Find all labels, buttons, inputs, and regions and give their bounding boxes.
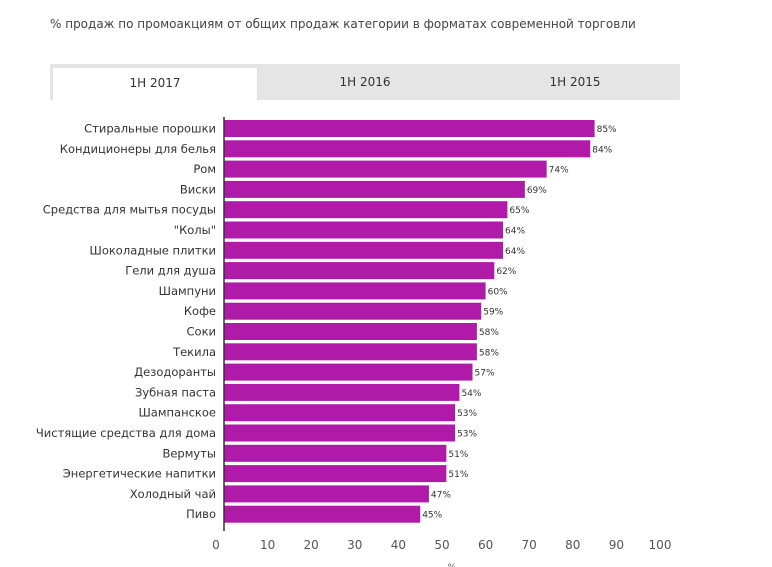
bar-5 <box>224 221 504 239</box>
bar-14 <box>224 404 456 422</box>
value-label: 84% <box>592 145 612 155</box>
x-tick-label: 40 <box>391 538 406 552</box>
category-label: Соки <box>187 325 217 339</box>
x-tick-label: 80 <box>565 538 580 552</box>
category-label: Кофе <box>184 304 216 318</box>
value-label: 59% <box>483 308 503 318</box>
category-label: Вермуты <box>162 446 216 460</box>
value-label: 64% <box>505 247 525 257</box>
category-label: Ром <box>193 162 216 176</box>
category-label: "Колы" <box>174 223 216 237</box>
value-label: 58% <box>479 348 499 358</box>
bar-17 <box>224 465 447 483</box>
category-label: Холодный чай <box>130 487 216 501</box>
value-label: 53% <box>457 409 477 419</box>
bar-11 <box>224 343 477 361</box>
bar-16 <box>224 444 447 462</box>
category-label: Шампуни <box>159 284 216 298</box>
value-label: 62% <box>496 267 516 277</box>
value-label: 47% <box>431 490 451 500</box>
value-label: 57% <box>475 369 495 379</box>
bar-9 <box>224 302 482 320</box>
category-label: Гели для душа <box>125 264 216 278</box>
value-label: 85% <box>597 125 617 135</box>
value-label: 74% <box>549 166 569 176</box>
value-label: 58% <box>479 328 499 338</box>
x-tick-label: 10 <box>260 538 275 552</box>
category-label: Дезодоранты <box>134 365 216 379</box>
x-axis-label: % <box>448 563 457 567</box>
bar-4 <box>224 201 508 219</box>
bar-18 <box>224 485 429 503</box>
value-label: 69% <box>527 186 547 196</box>
bar-12 <box>224 363 473 381</box>
bar-19 <box>224 505 421 523</box>
category-label: Пиво <box>186 507 216 521</box>
value-label: 65% <box>509 206 529 216</box>
x-tick-label: 20 <box>304 538 319 552</box>
bar-2 <box>224 160 547 178</box>
category-label: Виски <box>180 182 216 196</box>
x-tick-label: 30 <box>347 538 362 552</box>
x-tick-label: 0 <box>212 538 220 552</box>
x-tick-label: 90 <box>609 538 624 552</box>
value-label: 45% <box>422 511 442 521</box>
value-label: 54% <box>461 389 481 399</box>
bar-8 <box>224 282 486 300</box>
bar-3 <box>224 180 525 198</box>
category-label: Кондиционеры для белья <box>60 142 216 156</box>
category-label: Текила <box>172 345 216 359</box>
category-label: Чистящие средства для дома <box>36 426 216 440</box>
category-label: Зубная паста <box>135 385 216 399</box>
category-label: Энергетические напитки <box>63 467 216 481</box>
bar-1 <box>224 140 591 158</box>
value-label: 60% <box>488 287 508 297</box>
x-tick-label: 60 <box>478 538 493 552</box>
category-label: Шампанское <box>139 406 217 420</box>
period-tabs: 1H 2017 1H 2016 1H 2015 <box>50 64 680 101</box>
category-label: Стиральные порошки <box>84 122 216 136</box>
x-tick-label: 50 <box>434 538 449 552</box>
value-label: 51% <box>448 470 468 480</box>
bar-10 <box>224 323 477 340</box>
chart-title: % продаж по промоакциям от общих продаж … <box>50 17 636 31</box>
category-label: Средства для мытья посуды <box>43 203 216 217</box>
bar-15 <box>224 424 456 442</box>
tab-1h-2017[interactable]: 1H 2017 <box>52 67 258 101</box>
value-label: 64% <box>505 227 525 237</box>
bar-0 <box>224 120 595 137</box>
category-label: Шоколадные плитки <box>90 243 216 257</box>
x-tick-label: 70 <box>522 538 537 552</box>
bar-7 <box>224 262 495 280</box>
x-tick-label: 100 <box>649 538 672 552</box>
bar-6 <box>224 241 504 259</box>
bar-13 <box>224 383 460 401</box>
tab-1h-2016[interactable]: 1H 2016 <box>339 75 391 89</box>
value-label: 51% <box>448 450 468 460</box>
tab-1h-2015[interactable]: 1H 2015 <box>549 75 601 89</box>
value-label: 53% <box>457 430 477 440</box>
